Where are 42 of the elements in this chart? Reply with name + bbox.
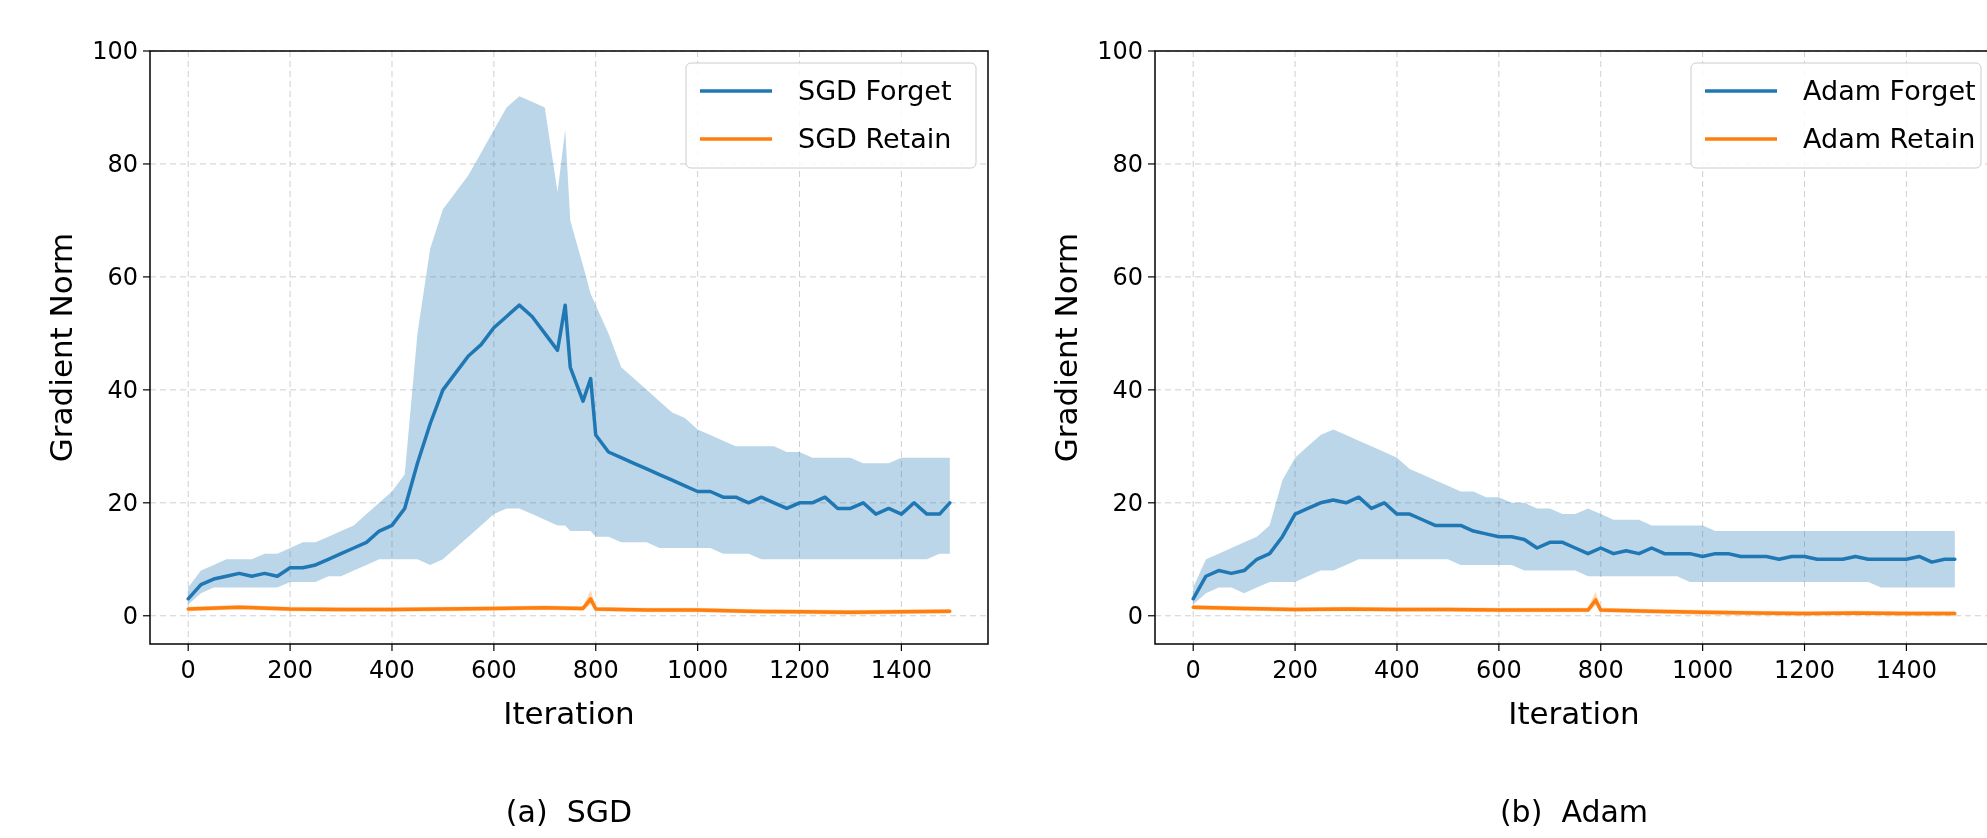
- y-tick-label: 20: [1112, 489, 1143, 518]
- legend-label: Adam Retain: [1803, 123, 1976, 155]
- y-tick-label: 100: [92, 37, 138, 66]
- line-series: [186, 597, 952, 615]
- x-tick-label: 600: [1475, 656, 1522, 684]
- x-tick-label: 200: [1272, 656, 1318, 684]
- y-tick-label: 100: [1097, 37, 1143, 66]
- x-tick-label: 400: [369, 656, 415, 684]
- line-series: [1191, 495, 1957, 601]
- x-tick-label: 600: [470, 656, 517, 684]
- y-tick-label: 40: [1112, 376, 1143, 405]
- legend-label: SGD Forget: [798, 75, 952, 107]
- x-axis-title: Iteration: [503, 695, 635, 731]
- x-tick-label: 1200: [768, 656, 831, 684]
- line-series: [1191, 598, 1957, 616]
- x-tick-label: 800: [1577, 656, 1624, 684]
- x-tick-label: 800: [572, 656, 619, 684]
- x-tick-label: 1000: [1672, 656, 1734, 684]
- x-tick-label: 200: [267, 656, 313, 684]
- text: (a) SGD: [505, 794, 633, 829]
- line-series: [186, 303, 952, 601]
- x-tick-label: 1400: [1875, 656, 1937, 684]
- legend-label: SGD Retain: [798, 123, 952, 155]
- y-tick-label: 60: [1112, 263, 1143, 292]
- x-tick-label: 1000: [667, 656, 729, 684]
- y-tick-label: 20: [107, 489, 138, 518]
- text: (b) Adam: [1499, 794, 1649, 829]
- y-tick-label: 0: [122, 602, 138, 631]
- y-tick-label: 80: [107, 150, 138, 179]
- x-axis-title: Iteration: [1508, 695, 1640, 731]
- x-tick-label: 0: [180, 656, 196, 684]
- x-tick-label: 1400: [870, 656, 932, 684]
- y-axis-title: Gradient Norm: [43, 232, 79, 463]
- y-tick-label: 80: [1112, 150, 1143, 179]
- y-tick-label: 60: [107, 263, 138, 292]
- legend-label: Adam Forget: [1803, 75, 1976, 107]
- y-axis-title: Gradient Norm: [1048, 232, 1084, 463]
- x-tick-label: 1200: [1773, 656, 1836, 684]
- y-tick-label: 0: [1127, 602, 1143, 631]
- x-tick-label: 400: [1374, 656, 1420, 684]
- x-tick-label: 0: [1185, 656, 1201, 684]
- y-tick-label: 40: [107, 376, 138, 405]
